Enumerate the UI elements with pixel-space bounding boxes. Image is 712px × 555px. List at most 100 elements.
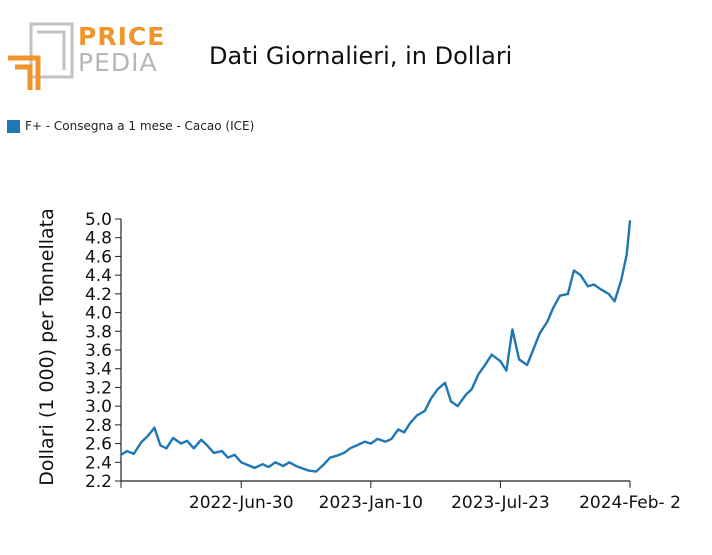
- data-point: [323, 463, 325, 466]
- y-tick-label: 2.8: [85, 416, 112, 436]
- series-line-0: [120, 220, 632, 473]
- data-point: [240, 461, 243, 464]
- y-tick-label: 3.0: [85, 397, 112, 417]
- data-point: [558, 294, 561, 297]
- x-tick-label: 2022-Jun-30: [189, 493, 294, 513]
- data-point: [355, 444, 358, 447]
- data-point: [546, 321, 549, 323]
- data-point: [288, 461, 291, 464]
- data-point: [579, 274, 582, 277]
- logo-wordmark: PRICE PEDIA: [78, 24, 165, 75]
- data-point: [444, 381, 446, 384]
- data-point: [397, 428, 400, 431]
- data-point: [390, 437, 393, 440]
- data-point: [587, 285, 589, 288]
- data-point: [146, 435, 149, 437]
- y-tick-label: 2.4: [85, 453, 112, 473]
- data-point: [295, 465, 297, 467]
- data-point: [308, 469, 311, 472]
- y-tick-label: 3.8: [85, 322, 112, 342]
- data-point: [629, 219, 631, 222]
- data-point: [490, 353, 493, 356]
- x-axis: 2022-Jun-30 2023-Jan-10 2023-Jul-23 2024-Fe…: [120, 480, 681, 513]
- data-point: [282, 465, 285, 467]
- data-point: [384, 440, 387, 443]
- legend-swatch: [7, 119, 20, 133]
- data-point: [505, 369, 508, 372]
- data-point: [132, 452, 135, 455]
- x-tick-label: 2023-Jul-23: [451, 493, 550, 513]
- y-tick-label: 3.4: [85, 360, 112, 380]
- data-point: [226, 456, 229, 459]
- data-point: [349, 447, 352, 450]
- data-point: [625, 253, 628, 256]
- data-point: [599, 288, 602, 291]
- data-point: [172, 437, 175, 439]
- data-point: [436, 388, 439, 391]
- data-point: [369, 442, 372, 445]
- data-point: [424, 409, 426, 412]
- data-point: [206, 444, 209, 447]
- data-point: [363, 440, 366, 443]
- y-tick-label: 5.0: [85, 210, 112, 230]
- data-point: [376, 437, 379, 440]
- data-point: [120, 453, 122, 456]
- data-point: [329, 456, 331, 459]
- data-point: [552, 306, 555, 309]
- data-point: [403, 431, 406, 434]
- logo-text-pedia: PEDIA: [78, 48, 158, 77]
- series-layer: [120, 219, 632, 473]
- chart-title: Dati Giornalieri, in Dollari: [209, 42, 513, 70]
- data-point: [274, 461, 277, 464]
- data-point: [484, 363, 487, 365]
- y-tick-label: 2.2: [85, 472, 112, 492]
- x-tick-label: 2023-Jan-10: [319, 493, 423, 513]
- data-point: [233, 453, 236, 456]
- data-point: [186, 439, 189, 442]
- legend-label: F+ - Consegna a 1 mese - Cacao (ICE): [25, 119, 255, 133]
- y-tick-label: 4.2: [85, 285, 112, 305]
- y-tick-label: 4.8: [85, 229, 112, 249]
- data-point: [532, 349, 535, 351]
- x-tick-label: 2024-Feb- 2: [579, 493, 681, 513]
- data-point: [572, 269, 575, 272]
- data-point: [159, 444, 162, 447]
- data-point: [261, 463, 264, 466]
- data-point: [566, 292, 569, 295]
- data-point: [126, 450, 128, 452]
- data-point: [140, 440, 143, 443]
- data-point: [538, 332, 541, 335]
- data-point: [593, 283, 595, 286]
- data-point: [464, 394, 467, 396]
- data-point: [247, 464, 249, 466]
- y-tick-label: 3.6: [85, 341, 112, 361]
- y-tick-label: 2.6: [85, 435, 112, 455]
- data-point: [430, 397, 432, 400]
- data-point: [477, 373, 480, 376]
- data-point: [180, 442, 183, 445]
- data-point: [165, 447, 168, 450]
- pricepedia-logo: [8, 22, 74, 90]
- data-point: [267, 466, 270, 468]
- data-point: [526, 364, 529, 366]
- data-point: [315, 470, 317, 473]
- data-point: [220, 450, 223, 452]
- logo-text-price: PRICE: [78, 22, 166, 51]
- y-tick-label: 4.6: [85, 247, 112, 267]
- data-point: [613, 300, 616, 303]
- data-point: [456, 405, 459, 408]
- legend: F+ - Consegna a 1 mese - Cacao (ICE): [7, 119, 254, 133]
- data-point: [450, 400, 452, 403]
- y-axis-label: Dollari (1 000) per Tonnellata: [36, 208, 58, 486]
- data-point: [302, 467, 305, 470]
- data-point: [409, 422, 412, 424]
- data-point: [620, 278, 623, 281]
- data-point: [253, 467, 256, 469]
- data-point: [470, 388, 473, 391]
- data-point: [511, 328, 514, 331]
- data-point: [212, 452, 215, 454]
- data-point: [607, 292, 610, 295]
- data-point: [518, 358, 521, 361]
- data-point: [192, 447, 195, 450]
